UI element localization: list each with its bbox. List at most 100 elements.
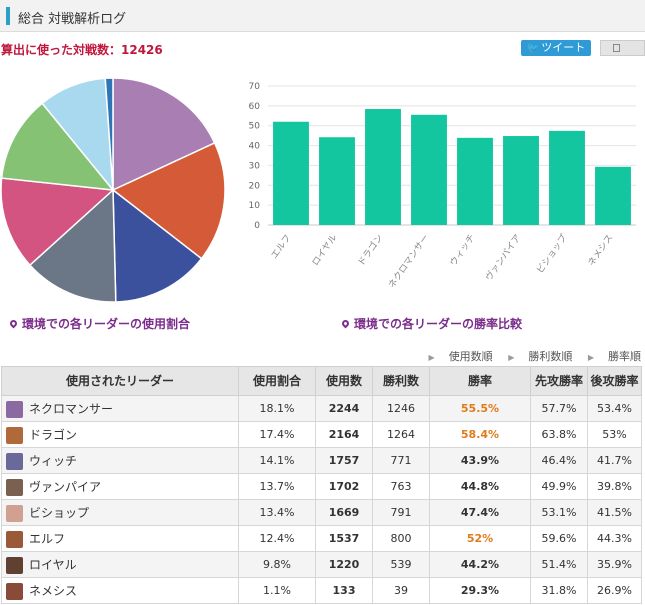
sort-by-wins[interactable]: ▶ 勝利数順 xyxy=(508,350,572,363)
bar xyxy=(595,166,631,225)
tweet-button[interactable]: 🐦 ツイート xyxy=(521,40,591,56)
table-row[interactable]: ドラゴン 17.4% 2164 1264 58.4% 63.8% 53% xyxy=(1,421,642,448)
page-header: 総合 対戦解析ログ xyxy=(0,0,645,32)
leader-label: ネクロマンサー xyxy=(29,401,114,416)
winrate-cell: 29.3% xyxy=(429,577,531,604)
pie-slice xyxy=(112,188,203,303)
pie-caption: 環境での各リーダーの使用割合 xyxy=(8,315,190,332)
leader-name: ドラゴン xyxy=(1,421,239,448)
leader-avatar xyxy=(6,400,23,418)
leader-label: ネメシス xyxy=(29,583,78,598)
bar xyxy=(457,137,493,225)
leader-avatar xyxy=(6,452,23,470)
leader-label: ビショップ xyxy=(29,505,90,520)
col-winrate[interactable]: 勝率 xyxy=(429,366,531,396)
second-winrate-cell: 44.3% xyxy=(587,525,642,552)
pie-slice xyxy=(0,177,115,267)
x-tick-label: ドラゴン xyxy=(355,232,385,268)
winrate-cell: 43.9% xyxy=(429,447,531,474)
used-cell: 1702 xyxy=(315,473,373,500)
winrate-cell: 44.8% xyxy=(429,473,531,500)
triangle-right-icon: ▶ xyxy=(428,353,435,362)
map-pin-icon xyxy=(8,318,19,329)
twitter-bird-icon: 🐦 xyxy=(526,43,540,54)
winrate-cell: 47.4% xyxy=(429,499,531,526)
wins-cell: 800 xyxy=(372,525,430,552)
x-tick-label: ネメシス xyxy=(586,232,616,268)
second-winrate-cell: 53% xyxy=(587,421,642,448)
sort-by-wins-label: 勝利数順 xyxy=(528,350,573,363)
share-cell: 13.4% xyxy=(238,499,316,526)
table-row[interactable]: ウィッチ 14.1% 1757 771 43.9% 46.4% 41.7% xyxy=(1,447,642,474)
leader-label: ロイヤル xyxy=(29,557,77,572)
col-first-winrate[interactable]: 先攻勝率 xyxy=(530,366,588,396)
triangle-right-icon: ▶ xyxy=(508,353,515,362)
winrate-cell: 44.2% xyxy=(429,551,531,578)
first-winrate-cell: 49.9% xyxy=(530,473,588,500)
leader-label: ヴァンパイア xyxy=(29,479,102,494)
leader-label: ウィッチ xyxy=(29,453,78,468)
share-cell: 14.1% xyxy=(238,447,316,474)
pie-slice xyxy=(112,77,216,192)
y-tick-label: 10 xyxy=(249,201,261,211)
used-cell: 1669 xyxy=(315,499,373,526)
leader-name: エルフ xyxy=(1,525,239,552)
sort-by-usage-label: 使用数順 xyxy=(448,350,493,363)
table-row[interactable]: ネメシス 1.1% 133 39 29.3% 31.8% 26.9% xyxy=(1,577,642,604)
wins-cell: 763 xyxy=(372,473,430,500)
second-winrate-cell: 41.7% xyxy=(587,447,642,474)
bar xyxy=(411,114,447,225)
sort-by-usage[interactable]: ▶ 使用数順 xyxy=(429,350,493,363)
winrate-cell: 58.4% xyxy=(429,421,531,448)
share-cell: 1.1% xyxy=(238,577,316,604)
table-row[interactable]: ロイヤル 9.8% 1220 539 44.2% 51.4% 35.9% xyxy=(1,551,642,578)
x-tick-label: ロイヤル xyxy=(311,233,340,268)
table-body: ネクロマンサー 18.1% 2244 1246 55.5% 57.7% 53.4% ドラゴン 1… xyxy=(1,395,642,604)
bar-caption-text: 環境での各リーダーの勝率比較 xyxy=(354,317,523,331)
first-winrate-cell: 63.8% xyxy=(530,421,588,448)
col-share[interactable]: 使用割合 xyxy=(238,366,316,396)
tweet-label: ツイート xyxy=(541,41,586,54)
col-wins[interactable]: 勝利数 xyxy=(372,366,430,396)
used-cell: 1220 xyxy=(315,551,373,578)
col-leader[interactable]: 使用されたリーダー xyxy=(1,366,239,396)
leader-avatar xyxy=(6,478,23,496)
leader-avatar xyxy=(6,530,23,548)
table-header-row: 使用されたリーダー 使用割合 使用数 勝利数 勝率 先攻勝率 後攻勝率 xyxy=(1,366,642,396)
leader-avatar xyxy=(6,556,23,574)
col-second-winrate[interactable]: 後攻勝率 xyxy=(587,366,642,396)
first-winrate-cell: 59.6% xyxy=(530,525,588,552)
wins-cell: 1264 xyxy=(372,421,430,448)
pie-slice xyxy=(0,102,115,191)
first-winrate-cell: 53.1% xyxy=(530,499,588,526)
share-cell: 12.4% xyxy=(238,525,316,552)
leader-name: ロイヤル xyxy=(1,551,239,578)
sort-by-winrate[interactable]: ▶ 勝率順 xyxy=(588,350,641,363)
second-winrate-cell: 26.9% xyxy=(587,577,642,604)
leader-name: ネメシス xyxy=(1,577,239,604)
first-winrate-cell: 46.4% xyxy=(530,447,588,474)
table-row[interactable]: エルフ 12.4% 1537 800 52% 59.6% 44.3% xyxy=(1,525,642,552)
table-row[interactable]: ビショップ 13.4% 1669 791 47.4% 53.1% 41.5% xyxy=(1,499,642,526)
y-tick-label: 40 xyxy=(249,142,261,152)
first-winrate-cell: 57.7% xyxy=(530,395,588,422)
leader-label: ドラゴン xyxy=(29,427,78,442)
y-tick-label: 50 xyxy=(249,122,261,132)
second-winrate-cell: 39.8% xyxy=(587,473,642,500)
bar xyxy=(319,137,355,225)
table-row[interactable]: ネクロマンサー 18.1% 2244 1246 55.5% 57.7% 53.4% xyxy=(1,395,642,422)
col-used[interactable]: 使用数 xyxy=(315,366,373,396)
wins-cell: 771 xyxy=(372,447,430,474)
bar xyxy=(549,130,585,225)
leader-name: ネクロマンサー xyxy=(1,395,239,422)
pie-slice xyxy=(104,77,114,191)
x-tick-label: ビショップ xyxy=(535,232,570,275)
header-accent-bar xyxy=(6,7,10,25)
second-winrate-cell: 35.9% xyxy=(587,551,642,578)
table-row[interactable]: ヴァンパイア 13.7% 1702 763 44.8% 49.9% 39.8% xyxy=(1,473,642,500)
battle-count: 算出に使った対戦数：12426 xyxy=(1,43,163,57)
first-winrate-cell: 31.8% xyxy=(530,577,588,604)
bar-caption: 環境での各リーダーの勝率比較 xyxy=(340,315,523,332)
bookmark-button[interactable] xyxy=(600,40,645,56)
x-tick-label: エルフ xyxy=(270,233,294,261)
